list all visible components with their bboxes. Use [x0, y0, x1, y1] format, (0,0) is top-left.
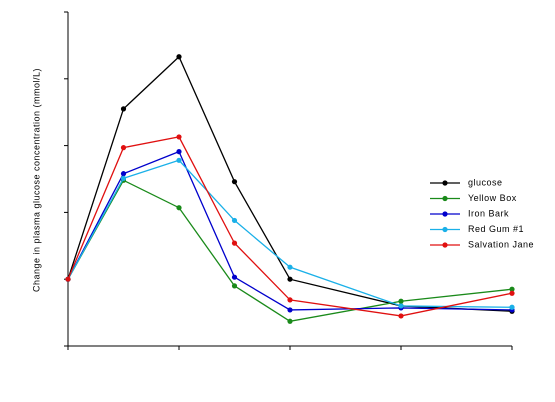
data-point — [287, 318, 293, 324]
data-point — [398, 313, 404, 319]
legend-marker — [442, 211, 448, 217]
data-point — [287, 297, 293, 303]
data-point — [176, 54, 182, 60]
data-point — [176, 205, 182, 211]
legend-marker — [442, 195, 448, 202]
legend-label: Salvation Jane — [468, 239, 534, 249]
data-point — [176, 149, 182, 155]
series-line — [67, 136, 513, 317]
legend-label: Red Gum #1 — [468, 224, 524, 234]
data-point — [509, 286, 515, 292]
data-point — [398, 303, 404, 309]
data-point — [231, 217, 238, 224]
legend-marker — [442, 242, 448, 248]
data-point — [231, 179, 238, 185]
data-point — [120, 171, 127, 177]
legend-label: glucose — [468, 177, 503, 187]
data-point — [287, 264, 293, 270]
data-point — [287, 307, 293, 313]
data-point — [120, 145, 127, 151]
data-point — [231, 240, 238, 246]
data-point — [120, 106, 127, 112]
data-point — [231, 283, 238, 289]
y-axis-label: Change in plasma glucose concentration (… — [31, 68, 41, 292]
data-point — [231, 274, 238, 280]
data-point — [120, 175, 127, 181]
legend-marker — [442, 180, 448, 186]
data-point — [509, 290, 515, 296]
legend-marker — [442, 226, 448, 233]
data-point — [287, 276, 293, 282]
data-point — [65, 276, 71, 282]
legend-label: Iron Bark — [468, 208, 509, 218]
data-point — [509, 304, 515, 310]
data-point — [176, 134, 182, 140]
data-point — [398, 298, 404, 304]
data-point — [176, 157, 182, 163]
legend-label: Yellow Box — [468, 193, 517, 203]
